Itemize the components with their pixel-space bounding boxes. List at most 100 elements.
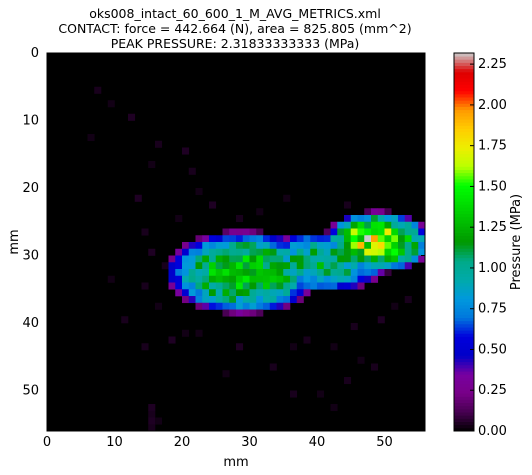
plot-frame bbox=[46, 52, 426, 432]
heatmap-cell bbox=[182, 329, 190, 337]
colorbar-tick-label: 1.50 bbox=[478, 179, 507, 194]
heatmap-cell bbox=[323, 242, 331, 250]
heatmap-cell bbox=[222, 255, 230, 263]
heatmap-cell bbox=[296, 248, 304, 256]
heatmap-cell bbox=[229, 269, 237, 277]
heatmap-cell bbox=[357, 228, 365, 236]
heatmap-cell bbox=[357, 275, 365, 283]
heatmap-cell bbox=[242, 275, 250, 283]
heatmap-cell bbox=[229, 289, 237, 297]
title-line-1: oks008_intact_60_600_1_M_AVG_METRICS.xml bbox=[89, 6, 381, 21]
heatmap-cell bbox=[371, 228, 379, 236]
colorbar-segment bbox=[454, 254, 474, 259]
colorbar-segment bbox=[454, 390, 474, 394]
heatmap-cell bbox=[242, 255, 250, 263]
colorbar-tick-label: 1.75 bbox=[478, 139, 507, 154]
heatmap-cell bbox=[202, 289, 210, 297]
heatmap-cell bbox=[418, 248, 426, 256]
colorbar-segment bbox=[454, 364, 474, 369]
heatmap-cell bbox=[209, 282, 217, 290]
heatmap-cell bbox=[391, 228, 399, 236]
heatmap-cell bbox=[215, 242, 223, 250]
heatmap-cell bbox=[303, 248, 311, 256]
heatmap-cell bbox=[290, 242, 298, 250]
heatmap-cell bbox=[303, 275, 311, 283]
heatmap-cell bbox=[303, 336, 311, 344]
heatmap-cell bbox=[350, 248, 358, 256]
heatmap-cell bbox=[398, 242, 406, 250]
heatmap-cell bbox=[330, 228, 338, 236]
heatmap-cell bbox=[215, 248, 223, 256]
heatmap-cell bbox=[249, 282, 257, 290]
heatmap-cell bbox=[236, 289, 244, 297]
colorbar-segment bbox=[454, 194, 474, 199]
heatmap-cell bbox=[188, 248, 196, 256]
heatmap-cell bbox=[182, 262, 190, 270]
heatmap-cell bbox=[222, 242, 230, 250]
heatmap-cell bbox=[330, 248, 338, 256]
heatmap-cell bbox=[344, 201, 352, 209]
heatmap-cell bbox=[202, 242, 210, 250]
heatmap-cell bbox=[283, 302, 291, 310]
heatmap-cell bbox=[371, 235, 379, 243]
colorbar-segment bbox=[454, 160, 474, 164]
colorbar-segment bbox=[454, 179, 474, 183]
heatmap-cell bbox=[182, 289, 190, 297]
heatmap-cell bbox=[215, 262, 223, 270]
heatmap-cell bbox=[269, 296, 277, 304]
heatmap-cell bbox=[317, 242, 325, 250]
heatmap-cell bbox=[209, 302, 217, 310]
colorbar-segment bbox=[454, 336, 474, 341]
heatmap-cell bbox=[391, 215, 399, 223]
heatmap-cell bbox=[229, 228, 237, 236]
heatmap-cell bbox=[404, 215, 412, 223]
heatmap-cell bbox=[195, 289, 203, 297]
heatmap-cell bbox=[350, 242, 358, 250]
heatmap-cell bbox=[256, 228, 264, 236]
heatmap-cell bbox=[384, 221, 392, 229]
heatmap-cell bbox=[249, 242, 257, 250]
heatmap-cell bbox=[384, 235, 392, 243]
heatmap-cell bbox=[175, 248, 183, 256]
heatmap-cell bbox=[249, 289, 257, 297]
heatmap-cell bbox=[249, 302, 257, 310]
colorbar-segment bbox=[454, 71, 474, 76]
heatmap-cell bbox=[195, 282, 203, 290]
heatmap-cell bbox=[323, 275, 331, 283]
heatmap-cell bbox=[256, 269, 264, 277]
colorbar-segment bbox=[454, 103, 474, 107]
heatmap-cell bbox=[148, 404, 156, 412]
colorbar-segment bbox=[454, 386, 474, 391]
heatmap-cell bbox=[249, 262, 257, 270]
heatmap-cell bbox=[242, 269, 250, 277]
heatmap-cell bbox=[249, 269, 257, 277]
colorbar-segment bbox=[454, 317, 474, 322]
x-tick-label: 10 bbox=[106, 435, 123, 450]
colorbar-segment bbox=[454, 358, 474, 363]
heatmap-cell bbox=[269, 242, 277, 250]
heatmap-cell bbox=[242, 309, 250, 317]
heatmap-cell bbox=[377, 221, 385, 229]
colorbar-segment bbox=[454, 380, 474, 385]
heatmap-cell bbox=[222, 269, 230, 277]
heatmap-cell bbox=[371, 208, 379, 216]
colorbar-segment bbox=[454, 368, 474, 372]
y-tick-label: 10 bbox=[22, 114, 39, 129]
heatmap-cell bbox=[384, 269, 392, 277]
colorbar-segment bbox=[454, 308, 474, 312]
heatmap-cell bbox=[236, 269, 244, 277]
heatmap-cell bbox=[350, 269, 358, 277]
colorbar-segment bbox=[454, 78, 474, 82]
heatmap-cell bbox=[283, 282, 291, 290]
heatmap-cell bbox=[222, 228, 230, 236]
colorbar-segment bbox=[454, 305, 474, 309]
colorbar-segment bbox=[454, 412, 474, 416]
colorbar-segment bbox=[454, 339, 474, 344]
heatmap-cell bbox=[283, 255, 291, 263]
chart-title: oks008_intact_60_600_1_M_AVG_METRICS.xml… bbox=[58, 6, 411, 51]
heatmap-cell bbox=[296, 262, 304, 270]
heatmap-cell bbox=[242, 282, 250, 290]
heatmap-cell bbox=[195, 329, 203, 337]
heatmap-cell bbox=[269, 248, 277, 256]
